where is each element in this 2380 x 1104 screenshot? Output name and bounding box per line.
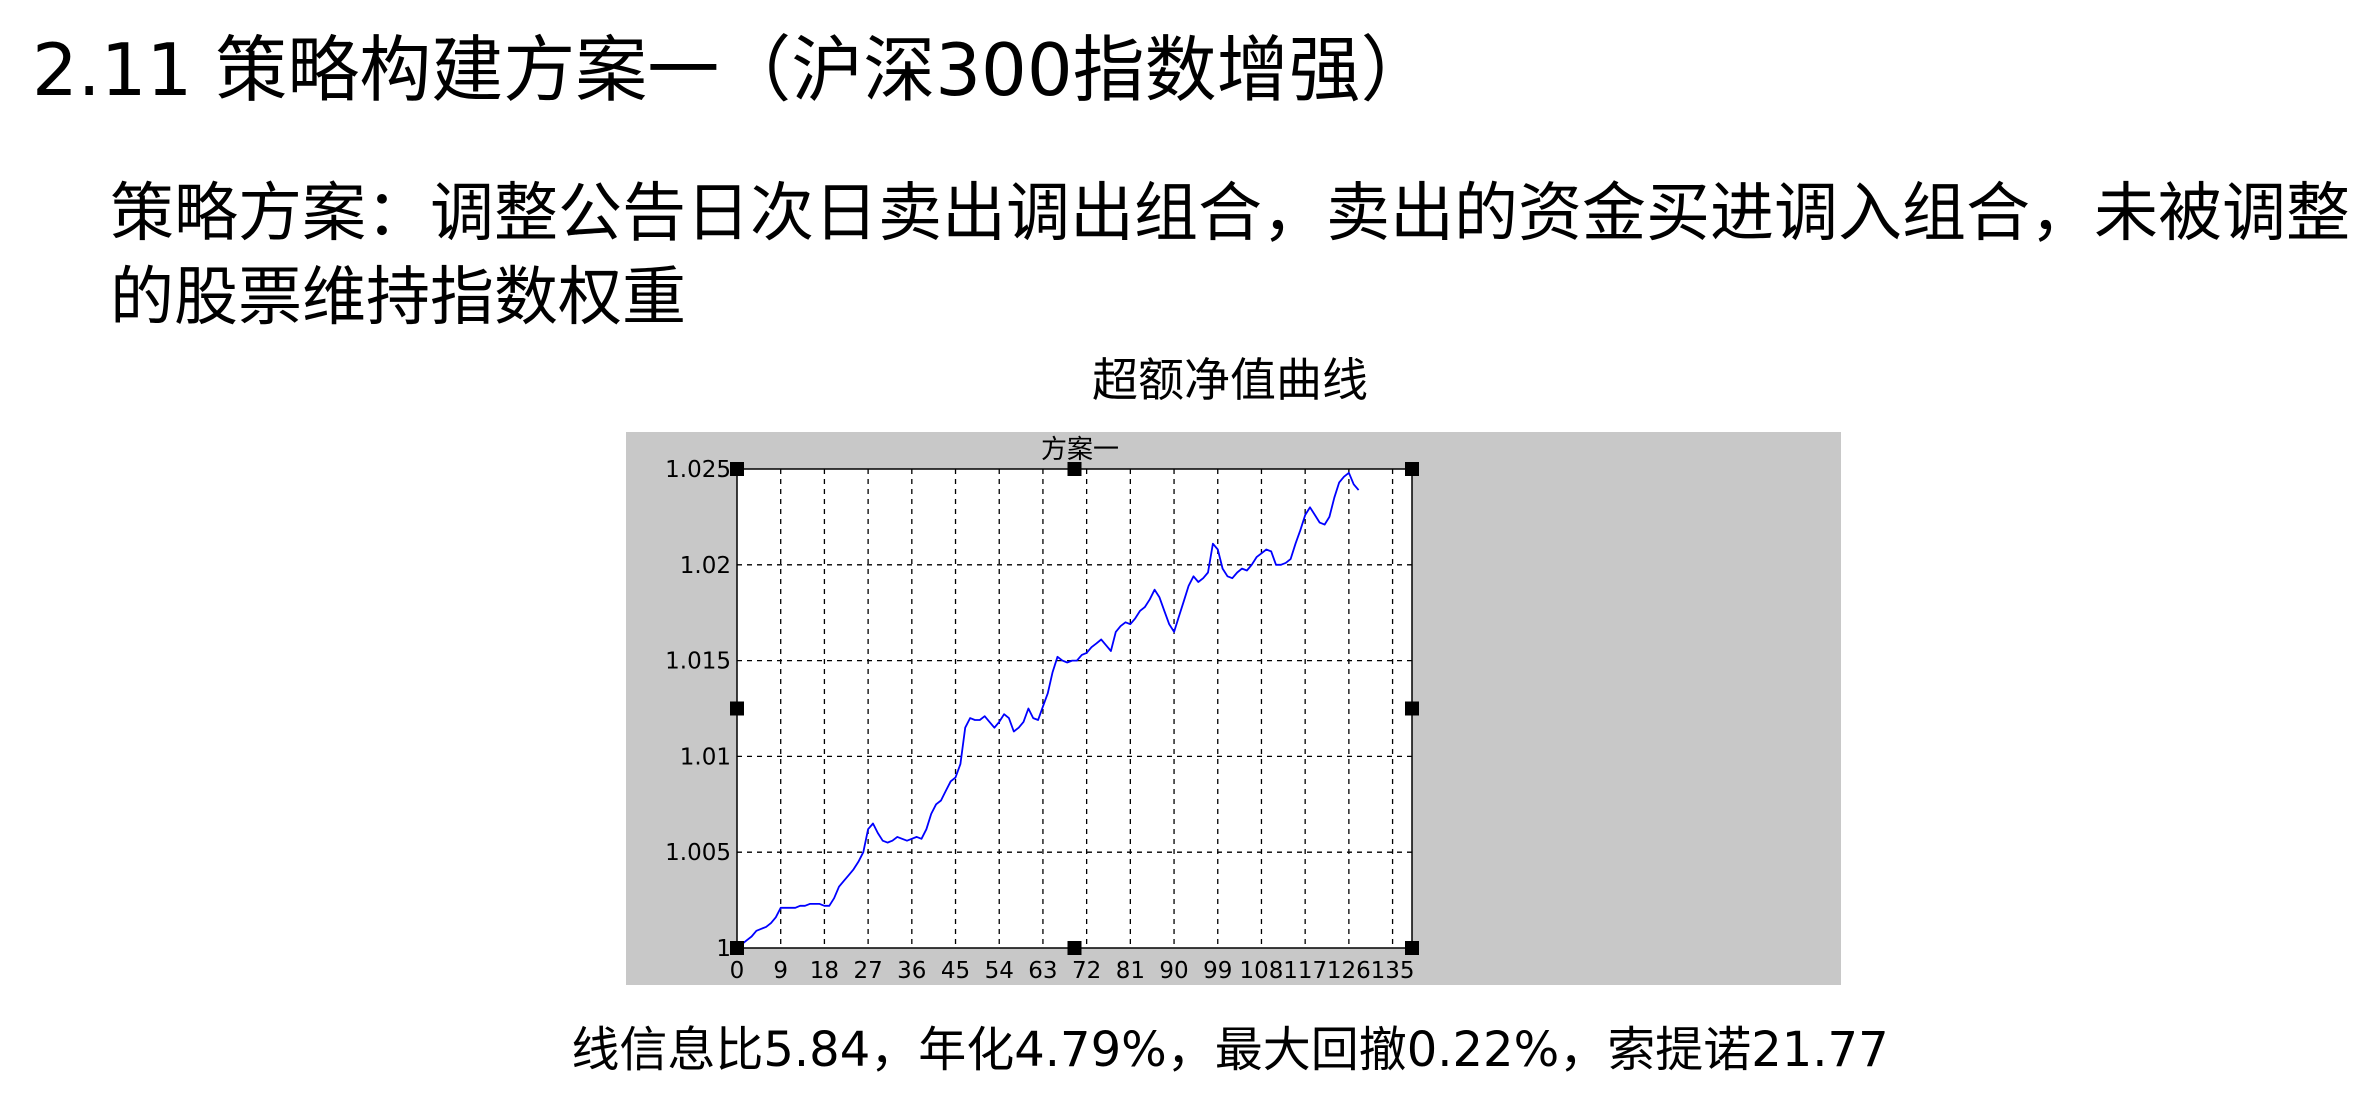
x-tick-label: 36 [897,958,926,984]
x-tick-label: 126 [1327,958,1371,984]
selection-handle[interactable] [1405,462,1419,476]
x-tick-label: 27 [853,958,882,984]
x-tick-label: 0 [730,958,745,984]
page-title: 2.11 策略构建方案一（沪深300指数增强） [32,28,1433,112]
selection-handle[interactable] [1405,701,1419,716]
x-tick-label: 135 [1371,958,1415,984]
selection-handle[interactable] [1067,462,1082,476]
series-line [736,471,1360,949]
x-tick-label: 54 [985,958,1014,984]
selection-handle[interactable] [730,701,744,716]
metrics-caption: 线信息比5.84，年化4.79%，最大回撤0.22%，索提诺21.77 [571,1022,1889,1078]
x-tick-label: 18 [810,958,839,984]
y-tick-label: 1.025 [665,457,731,483]
chart-figure: 0 9 18 27 36 45 54 63 72 81 90 99 108 117 126 135 1 1.005… [626,432,1841,985]
selection-handle[interactable] [1067,941,1082,955]
x-tick-label: 63 [1028,958,1057,984]
x-tick-label: 81 [1116,958,1145,984]
y-tick-label: 1.01 [680,744,731,770]
x-tick-label: 45 [941,958,970,984]
selection-handle[interactable] [730,941,744,955]
x-tick-label: 90 [1159,958,1188,984]
x-tick-label: 72 [1072,958,1101,984]
line-chart: 0 9 18 27 36 45 54 63 72 81 90 99 108 117 126 135 1 1.005… [665,435,1419,984]
strategy-description: 策略方案：调整公告日次日卖出调出组合，卖出的资金买进调入组合，未被调整的股票维持… [110,177,2350,335]
y-tick-label: 1.005 [665,840,731,866]
selection-handle[interactable] [730,462,744,476]
y-tick-label: 1.015 [665,649,731,675]
plot-area [736,468,1413,949]
y-tick-label: 1 [716,936,731,962]
chart-title: 方案一 [1041,435,1119,465]
x-tick-label: 117 [1283,958,1327,984]
x-tick-label: 9 [773,958,788,984]
x-tick-label: 99 [1203,958,1232,984]
selection-handle[interactable] [1405,941,1419,955]
y-tick-label: 1.02 [680,553,731,579]
x-tick-label: 108 [1240,958,1284,984]
chart-heading: 超额净值曲线 [1092,353,1368,407]
